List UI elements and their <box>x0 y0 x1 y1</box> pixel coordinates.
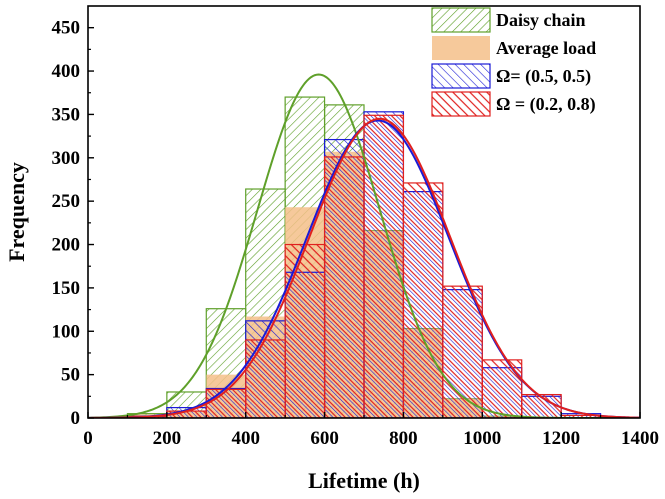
series-omega-02-08 <box>126 114 602 418</box>
bar-omega-02-08 <box>481 359 523 418</box>
x-axis-title: Lifetime (h) <box>308 468 420 493</box>
x-tick-label: 1000 <box>463 428 501 449</box>
y-tick-label: 150 <box>52 278 81 299</box>
legend-swatch <box>432 36 490 60</box>
x-tick-label: 600 <box>310 428 339 449</box>
y-axis: 0 50 100 150 200 250 300 350 400 450 <box>52 18 94 429</box>
legend-label: Ω = (0.2, 0.8) <box>496 94 596 115</box>
bar-omega-02-08 <box>284 243 326 418</box>
y-tick-label: 400 <box>52 61 81 82</box>
x-tick-label: 200 <box>153 428 182 449</box>
bar-omega-02-08 <box>521 393 562 418</box>
y-tick-label: 350 <box>52 104 81 125</box>
x-tick-label: 1400 <box>621 428 659 449</box>
x-axis: 0 200 400 600 800 1000 1200 1400 <box>83 412 659 449</box>
bar-omega-02-08 <box>245 339 286 418</box>
x-tick-label: 400 <box>231 428 260 449</box>
y-tick-label: 250 <box>52 191 81 212</box>
x-tick-label: 1200 <box>542 428 580 449</box>
y-tick-label: 100 <box>52 321 81 342</box>
bar-omega-02-08 <box>205 388 247 418</box>
bar-omega-02-08 <box>402 182 444 418</box>
y-tick-label: 0 <box>71 408 81 429</box>
legend-label: Ω= (0.5, 0.5) <box>496 66 591 87</box>
bar-omega-02-08 <box>323 156 365 418</box>
y-axis-title: Frequency <box>4 162 29 262</box>
legend-item-average-load: Average load <box>432 36 596 60</box>
legend: Daisy chain Average load Ω= (0.5, 0.5) Ω = … <box>431 7 596 117</box>
y-tick-label: 50 <box>61 365 80 386</box>
legend-label: Average load <box>496 38 596 58</box>
legend-item-omega-02-08: Ω = (0.2, 0.8) <box>431 91 596 117</box>
y-tick-label: 450 <box>52 18 81 39</box>
legend-item-daisy-chain: Daisy chain <box>431 7 586 33</box>
legend-label: Daisy chain <box>496 10 586 30</box>
x-tick-label: 800 <box>389 428 418 449</box>
x-tick-label: 0 <box>83 428 93 449</box>
legend-item-omega-05-05: Ω= (0.5, 0.5) <box>431 63 591 89</box>
y-tick-label: 200 <box>52 235 81 256</box>
fit-curve-omega-02-08 <box>88 117 640 418</box>
legend-swatch <box>431 7 491 33</box>
legend-swatch <box>431 63 491 89</box>
bars-layer <box>126 96 602 418</box>
y-tick-label: 300 <box>52 148 81 169</box>
legend-swatch <box>431 91 491 117</box>
